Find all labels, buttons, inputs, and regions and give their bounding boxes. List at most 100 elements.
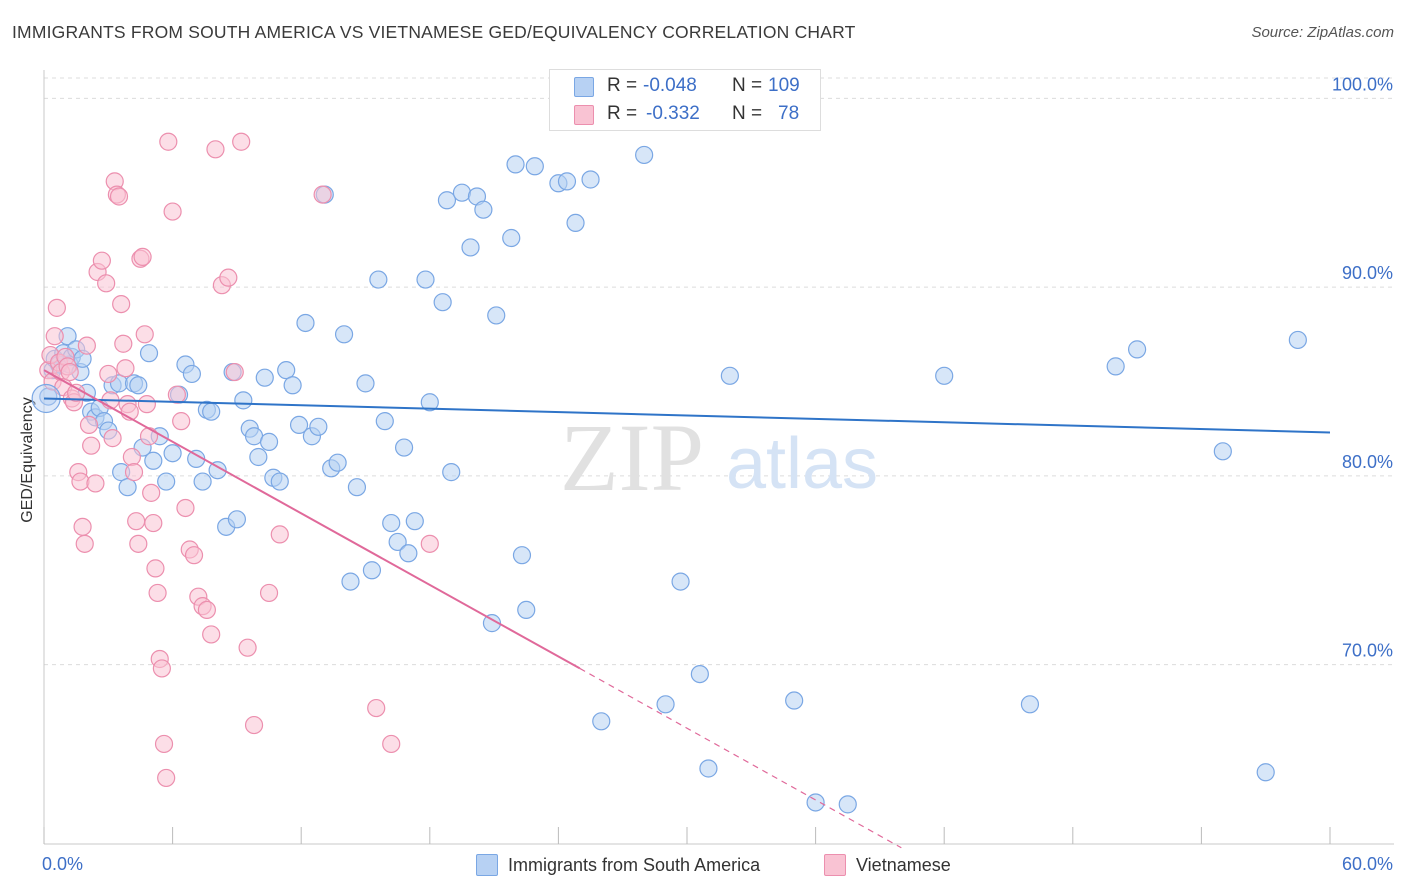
point-vietnamese <box>142 483 161 502</box>
point-south-america <box>437 191 457 210</box>
point-south-america <box>416 270 435 289</box>
point-south-america <box>129 376 148 395</box>
n-label: N = <box>732 75 763 96</box>
point-south-america <box>118 478 137 497</box>
series-legend: Immigrants from South America Vietnamese <box>0 850 1406 880</box>
point-vietnamese <box>109 187 129 206</box>
legend-swatch-pink <box>824 854 846 876</box>
point-south-america <box>506 155 525 174</box>
point-vietnamese <box>176 498 195 518</box>
x-tick-label-min: 0.0% <box>42 854 83 874</box>
point-south-america <box>270 472 289 491</box>
n-label: N = <box>732 103 763 124</box>
point-south-america <box>144 451 163 470</box>
point-south-america <box>581 170 600 189</box>
point-vietnamese <box>144 513 163 533</box>
point-vietnamese <box>92 251 111 270</box>
point-south-america <box>277 361 296 380</box>
point-south-america <box>399 544 418 563</box>
point-south-america <box>249 447 268 467</box>
point-vietnamese <box>133 247 152 266</box>
point-vietnamese <box>197 600 216 620</box>
point-vietnamese <box>122 447 141 467</box>
trend-line-vietnamese <box>43 369 581 670</box>
point-vietnamese <box>420 534 439 553</box>
point-south-america <box>461 238 480 257</box>
point-south-america <box>566 213 585 233</box>
point-south-america <box>720 366 739 385</box>
point-vietnamese <box>79 415 99 435</box>
point-vietnamese <box>127 512 146 531</box>
point-south-america <box>388 532 407 552</box>
point-south-america <box>1213 442 1232 461</box>
point-vietnamese <box>146 559 165 578</box>
point-south-america <box>1288 330 1307 350</box>
point-south-america <box>362 561 382 580</box>
point-south-america <box>592 712 611 731</box>
point-south-america <box>157 472 176 491</box>
point-south-america <box>671 572 690 591</box>
point-vietnamese <box>225 362 244 382</box>
point-south-america <box>1256 763 1275 782</box>
point-vietnamese <box>135 325 154 344</box>
point-south-america <box>557 172 577 191</box>
point-vietnamese <box>97 274 116 293</box>
trend-line-vietnamese-extrapolated <box>579 667 902 849</box>
point-south-america <box>182 364 201 384</box>
point-south-america <box>656 695 675 714</box>
point-vietnamese <box>154 734 174 754</box>
point-south-america <box>234 391 253 410</box>
axes <box>43 70 1394 845</box>
point-vietnamese <box>116 359 135 378</box>
point-south-america <box>525 157 544 176</box>
stats-legend: R = -0.048 N = 109 R = -0.332 N = 78 <box>549 69 821 131</box>
point-vietnamese <box>139 427 159 446</box>
point-south-america <box>452 183 472 202</box>
point-vietnamese <box>184 546 204 565</box>
point-south-america <box>699 759 718 778</box>
point-vietnamese <box>219 268 238 287</box>
legend-swatch-blue <box>476 854 498 876</box>
legend-label: Vietnamese <box>856 855 951 875</box>
point-south-america <box>334 325 354 344</box>
point-south-america <box>255 368 274 387</box>
r-value: -0.048 <box>643 75 697 96</box>
point-vietnamese <box>163 202 182 221</box>
point-south-america <box>227 510 246 529</box>
tick-labels: 70.0% 80.0% 90.0% 100.0% 0.0% 60.0% <box>42 74 1393 874</box>
point-south-america <box>442 463 461 482</box>
point-vietnamese <box>238 638 257 657</box>
watermark-atlas: atlas <box>726 424 878 504</box>
point-vietnamese <box>45 327 64 346</box>
legend-swatch-blue <box>574 77 594 97</box>
point-vietnamese <box>152 659 171 678</box>
point-vietnamese <box>124 463 144 482</box>
point-vietnamese <box>157 768 176 788</box>
point-south-america <box>1106 357 1125 376</box>
point-south-america <box>1020 695 1040 714</box>
point-south-america <box>328 453 347 472</box>
point-south-america <box>259 432 279 451</box>
point-vietnamese <box>202 625 221 644</box>
x-tick-label-max: 60.0% <box>1342 854 1393 874</box>
trend-line-south-america <box>43 397 1331 434</box>
point-vietnamese <box>167 385 186 404</box>
point-south-america <box>420 393 439 412</box>
point-vietnamese <box>129 534 148 553</box>
point-vietnamese <box>73 517 92 536</box>
point-south-america <box>208 461 227 480</box>
point-vietnamese <box>47 298 66 317</box>
point-south-america <box>785 691 804 710</box>
point-south-america <box>193 472 212 491</box>
point-south-america <box>405 512 424 531</box>
chart-source: Source: ZipAtlas.com <box>1251 24 1394 41</box>
point-south-america <box>1127 340 1147 359</box>
point-vietnamese <box>99 364 118 384</box>
point-south-america <box>690 664 709 684</box>
point-south-america <box>838 795 857 814</box>
point-south-america <box>935 366 954 385</box>
point-south-america <box>356 374 375 393</box>
r-value: -0.332 <box>646 103 700 124</box>
point-south-america <box>394 438 414 457</box>
point-vietnamese <box>232 132 251 151</box>
